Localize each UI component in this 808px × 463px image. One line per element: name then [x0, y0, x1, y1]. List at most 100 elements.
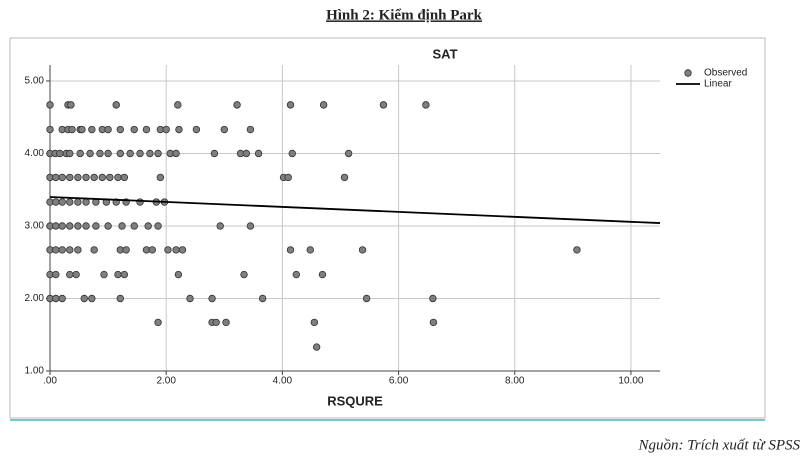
x-tick-label: 2.00 [156, 376, 176, 387]
point [106, 173, 114, 182]
point [120, 173, 129, 182]
point [52, 173, 60, 182]
point [172, 246, 180, 254]
point [76, 149, 84, 158]
point [66, 149, 74, 158]
point [68, 125, 76, 134]
point [116, 149, 124, 158]
point [319, 101, 328, 109]
point [112, 101, 120, 109]
point [573, 246, 581, 254]
point [104, 149, 112, 158]
point [175, 125, 183, 134]
point [122, 246, 130, 254]
point [82, 222, 90, 230]
point [58, 173, 66, 182]
point [174, 270, 183, 279]
point [210, 149, 219, 158]
x-tick-label: 10.00 [618, 376, 643, 387]
point [104, 222, 112, 230]
point [312, 343, 321, 351]
point [116, 294, 124, 303]
point [246, 222, 255, 230]
point [66, 270, 74, 279]
point [144, 222, 152, 230]
point [254, 149, 263, 158]
point [52, 294, 60, 303]
point [100, 270, 108, 279]
point [142, 125, 151, 134]
point [216, 222, 224, 230]
point [126, 149, 134, 158]
plot-area [50, 65, 660, 371]
x-axis-label: RSQURE [327, 393, 383, 408]
point [362, 294, 371, 303]
point [116, 125, 124, 134]
point [74, 198, 82, 206]
point [154, 318, 162, 327]
point [136, 149, 144, 158]
point [74, 173, 82, 182]
point [52, 270, 60, 279]
point [80, 294, 88, 303]
caption: Hình 2: Kiểm định Park [326, 7, 483, 23]
point [162, 125, 170, 134]
point [292, 270, 301, 279]
point [174, 101, 182, 109]
point [318, 270, 327, 279]
legend-label: Linear [704, 79, 732, 90]
point [66, 222, 74, 230]
y-tick-label: 2.00 [25, 293, 45, 304]
point [90, 246, 98, 254]
point [242, 149, 251, 158]
point [78, 125, 86, 134]
y-tick-label: 3.00 [25, 221, 45, 232]
point [92, 222, 100, 230]
point [56, 149, 64, 158]
point [96, 149, 104, 158]
point [46, 101, 54, 109]
point [74, 246, 82, 254]
x-tick-label: 8.00 [505, 376, 525, 387]
point [88, 125, 96, 134]
point [186, 294, 194, 303]
point [104, 125, 112, 134]
point [154, 149, 162, 158]
point [82, 173, 90, 182]
point [306, 246, 314, 254]
point [172, 149, 180, 158]
point [286, 101, 295, 109]
point [52, 246, 60, 254]
x-tick-label: .00 [43, 376, 57, 387]
point [46, 125, 54, 134]
legend-swatch [684, 69, 692, 77]
point [222, 318, 230, 327]
source: Nguồn: Trích xuất từ SPSS [637, 437, 800, 453]
y-tick-label: 5.00 [25, 76, 45, 87]
point [310, 318, 319, 327]
point [429, 318, 438, 327]
point [114, 173, 122, 182]
point [82, 198, 90, 206]
point [66, 246, 74, 254]
point [154, 222, 162, 230]
point [220, 125, 228, 134]
point [233, 101, 241, 109]
point [288, 149, 296, 158]
point [90, 173, 98, 182]
chart-frame [9, 37, 766, 419]
point [58, 246, 66, 254]
point [246, 125, 255, 134]
point [52, 198, 60, 206]
point [58, 198, 66, 206]
point [156, 173, 165, 182]
point [98, 173, 106, 182]
point [118, 222, 126, 230]
point [164, 246, 172, 254]
point [240, 270, 248, 279]
fit-line [49, 196, 661, 224]
point [136, 198, 144, 206]
point [130, 125, 138, 134]
point [212, 318, 220, 327]
